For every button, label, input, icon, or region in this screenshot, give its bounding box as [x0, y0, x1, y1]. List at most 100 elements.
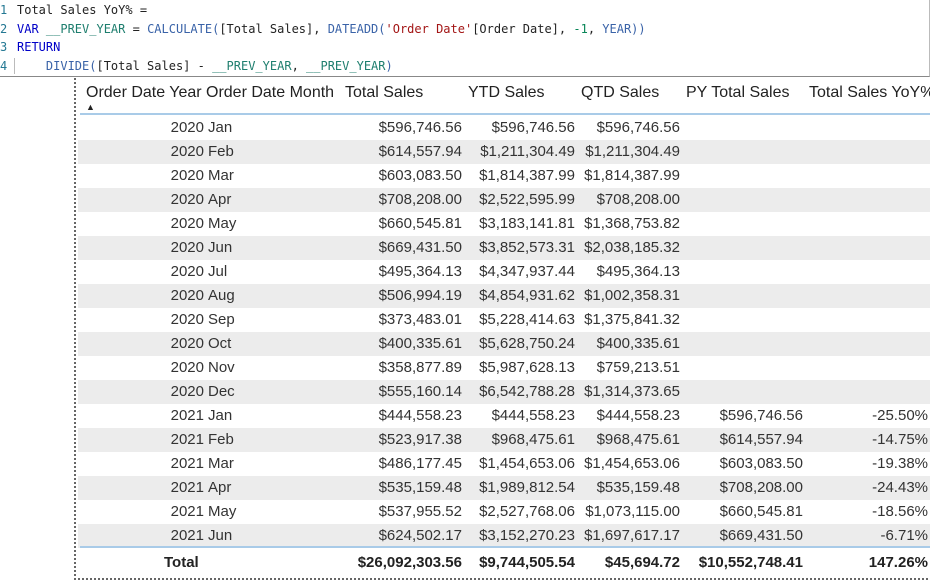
cell-total-sales: $660,545.81 — [378, 215, 462, 232]
cell-month: Jul — [208, 263, 228, 280]
cell-ytd-sales: $596,746.56 — [491, 119, 575, 136]
sort-ascending-icon[interactable]: ▲ — [86, 102, 95, 112]
cell-qtd-sales: $968,475.61 — [596, 431, 680, 448]
cell-month: Jan — [208, 119, 233, 136]
cell-total-sales: $603,083.50 — [378, 167, 462, 184]
cell-ytd-sales: $968,475.61 — [491, 431, 575, 448]
cell-qtd-sales: $400,335.61 — [596, 335, 680, 352]
cell-qtd-sales: $759,213.51 — [596, 359, 680, 376]
cell-month: Mar — [208, 455, 234, 472]
table-row[interactable]: 2020 Dec $555,160.14 $6,542,788.28 $1,314,37… — [78, 380, 930, 404]
column-header-year[interactable]: Order Date Year — [86, 84, 202, 101]
table-row[interactable]: 2021 Jun $624,502.17 $3,152,270.23 $1,697,61… — [78, 524, 930, 548]
cell-ytd-sales: $2,527,768.06 — [479, 503, 575, 520]
cell-month: Feb — [208, 431, 234, 448]
cell-month: May — [208, 503, 237, 520]
cell-month: Oct — [208, 335, 232, 352]
cell-py-total-sales: $596,746.56 — [719, 407, 803, 424]
cell-total-sales: $373,483.01 — [378, 311, 462, 328]
cell-year: 2020 — [170, 383, 204, 400]
table-row[interactable]: 2020 Jun $669,431.50 $3,852,573.31 $2,038,18… — [78, 236, 930, 260]
table-row[interactable]: 2021 Feb $523,917.38 $968,475.61 $968,475.61… — [78, 428, 930, 452]
cell-month: Mar — [208, 167, 234, 184]
code-token: , — [291, 58, 307, 73]
cell-year: 2020 — [170, 191, 204, 208]
table-row[interactable]: 2021 May $537,955.52 $2,527,768.06 $1,073,11… — [78, 500, 930, 524]
cell-yoy-pct: -19.38% — [872, 455, 928, 472]
total-divider — [80, 546, 930, 548]
code-token — [17, 59, 46, 73]
line-number: 3 — [0, 40, 8, 54]
cell-year: 2021 — [170, 455, 204, 472]
table-row[interactable]: 2020 Mar $603,083.50 $1,814,387.99 $1,814,38… — [78, 164, 930, 188]
cell-total-sales: $669,431.50 — [378, 239, 462, 256]
table-row[interactable]: 2020 Sep $373,483.01 $5,228,414.63 $1,375,84… — [78, 308, 930, 332]
table-visual[interactable]: Order Date Year Order Date Month Total Sal… — [74, 78, 930, 580]
cell-month: Aug — [208, 287, 235, 304]
column-header-month[interactable]: Order Date Month — [206, 84, 335, 101]
code-line: 4 DIVIDE([Total Sales] - __PREV_YEAR, __… — [0, 57, 393, 75]
dax-formula-editor[interactable]: 1 Total Sales YoY% = 2 VAR __PREV_YEAR = CA… — [0, 0, 930, 77]
column-header-qtd-sales[interactable]: QTD Sales — [581, 84, 660, 101]
code-token: = — [125, 21, 148, 36]
column-header-total-sales[interactable]: Total Sales — [345, 84, 424, 101]
column-header-ytd-sales[interactable]: YTD Sales — [468, 84, 545, 101]
table-row[interactable]: 2020 Feb $614,557.94 $1,211,304.49 $1,211,30… — [78, 140, 930, 164]
cell-month: Jun — [208, 527, 233, 544]
cell-year: 2020 — [170, 215, 204, 232]
cell-total-sales: $624,502.17 — [378, 527, 462, 544]
table-row[interactable]: 2020 Oct $400,335.61 $5,628,750.24 $400,335.… — [78, 332, 930, 356]
cell-ytd-sales: $444,558.23 — [491, 407, 575, 424]
code-token: Total Sales YoY% = — [17, 3, 148, 17]
cell-month: Apr — [208, 479, 232, 496]
code-token: [Order Date], — [472, 21, 574, 36]
cell-qtd-sales: $708,208.00 — [596, 191, 680, 208]
cell-year: 2020 — [170, 239, 204, 256]
code-token: , — [587, 21, 603, 36]
table-row[interactable]: 2020 Jul $495,364.13 $4,347,937.44 $495,364.… — [78, 260, 930, 284]
cell-qtd-sales: $1,368,753.82 — [584, 215, 680, 232]
cell-ytd-sales: $5,228,414.63 — [479, 311, 575, 328]
cell-month: May — [208, 215, 237, 232]
indent-guide — [14, 58, 15, 74]
cell-year: 2020 — [170, 263, 204, 280]
cell-py-total-sales: $669,431.50 — [719, 527, 803, 544]
cell-year: 2021 — [170, 527, 204, 544]
cell-qtd-sales: $1,314,373.65 — [584, 383, 680, 400]
cell-year: 2021 — [170, 407, 204, 424]
cell-month: Dec — [208, 383, 235, 400]
table-row[interactable]: 2021 Apr $535,159.48 $1,989,812.54 $535,159.… — [78, 476, 930, 500]
table-row[interactable]: 2020 Nov $358,877.89 $5,987,628.13 $759,213.… — [78, 356, 930, 380]
cell-month: Feb — [208, 143, 234, 160]
table-row[interactable]: 2021 Jan $444,558.23 $444,558.23 $444,558.23… — [78, 404, 930, 428]
table-row[interactable]: 2020 Jan $596,746.56 $596,746.56 $596,746.56 — [78, 116, 930, 140]
cell-total-sales: $596,746.56 — [378, 119, 462, 136]
column-header-py-total-sales[interactable]: PY Total Sales — [686, 84, 790, 101]
code-token: RETURN — [17, 40, 61, 54]
cell-total-sales: $614,557.94 — [378, 143, 462, 160]
table-header: Order Date Year Order Date Month Total Sal… — [78, 78, 930, 114]
cell-month: Jun — [208, 239, 233, 256]
cell-yoy-pct: -6.71% — [880, 527, 928, 544]
cell-month: Sep — [208, 311, 235, 328]
table-row[interactable]: 2020 Apr $708,208.00 $2,522,595.99 $708,208.… — [78, 188, 930, 212]
table-row[interactable]: 2020 Aug $506,994.19 $4,854,931.62 $1,002,35… — [78, 284, 930, 308]
column-header-yoy-pct[interactable]: Total Sales YoY% — [809, 84, 930, 101]
header-divider — [80, 113, 930, 115]
cell-yoy-pct: -14.75% — [872, 431, 928, 448]
cell-year: 2020 — [170, 143, 204, 160]
cell-qtd-sales: $596,746.56 — [596, 119, 680, 136]
total-year: Total — [164, 554, 199, 571]
table-row[interactable]: 2021 Mar $486,177.45 $1,454,653.06 $1,454,65… — [78, 452, 930, 476]
cell-year: 2021 — [170, 503, 204, 520]
code-token: CALCULATE( — [147, 21, 220, 36]
code-line: 1 Total Sales YoY% = — [0, 1, 147, 19]
cell-total-sales: $495,364.13 — [378, 263, 462, 280]
cell-ytd-sales: $3,183,141.81 — [479, 215, 575, 232]
cell-qtd-sales: $444,558.23 — [596, 407, 680, 424]
table-row[interactable]: 2020 May $660,545.81 $3,183,141.81 $1,368,75… — [78, 212, 930, 236]
cell-total-sales: $708,208.00 — [378, 191, 462, 208]
cell-ytd-sales: $1,211,304.49 — [480, 143, 575, 160]
cell-qtd-sales: $495,364.13 — [596, 263, 680, 280]
code-token: [Total Sales] - — [96, 58, 213, 73]
